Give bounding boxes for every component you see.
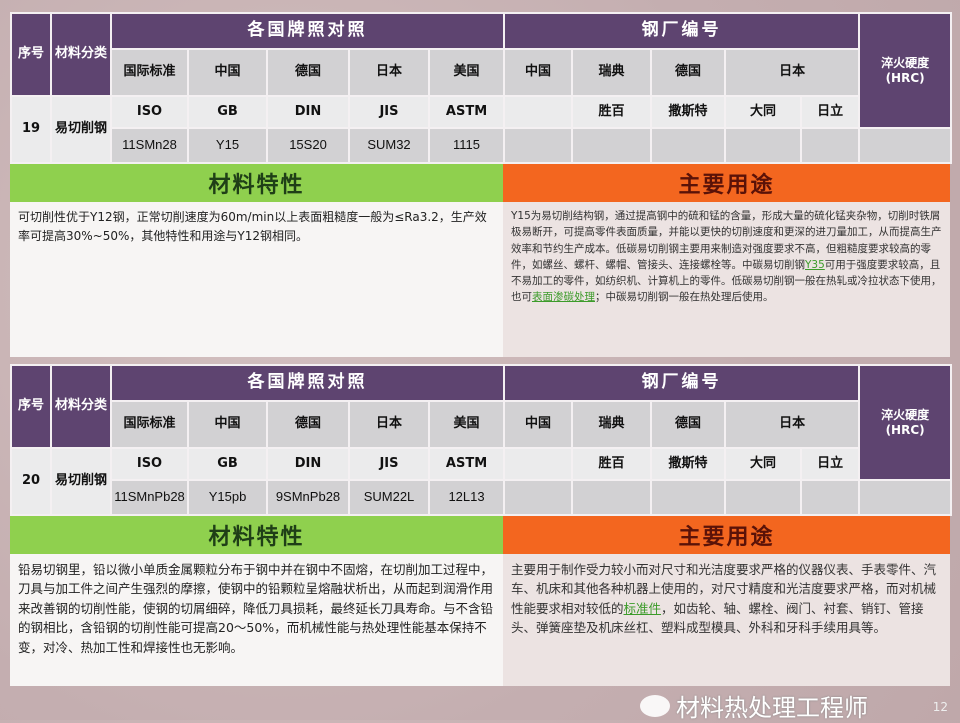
mill-cell: 胜百 <box>571 95 653 129</box>
standard-cell: DIN <box>266 447 350 481</box>
standard-cell: ISO <box>110 95 189 129</box>
empty-cell <box>724 127 803 164</box>
grade-cell: Y15pb <box>187 479 268 516</box>
grade-cell: 15S20 <box>266 127 350 164</box>
link[interactable]: Y35 <box>805 258 825 271</box>
category-cell: 易切削钢 <box>50 95 112 164</box>
empty-cell <box>800 479 861 516</box>
country-header: 美国 <box>427 48 506 97</box>
properties-text: 铅易切钢里，铅以微小单质金属颗粒分布于钢中并在钢中不固熔，在切削加工过程中，刀具… <box>10 554 503 686</box>
watermark-text: 材料热处理工程师 <box>676 694 868 722</box>
country-header: 国际标准 <box>110 48 189 97</box>
mill-cell: 胜百 <box>571 447 653 481</box>
uses-text-part: 主要用于制作受力较小而对尺寸和光洁度要求严格的仪器仪表、手表零件、汽车、机床和其… <box>511 562 937 616</box>
country-header: 中国 <box>187 48 268 97</box>
country-header: 德国 <box>266 400 350 449</box>
empty-cell <box>503 479 574 516</box>
mill-country-header: 日本 <box>724 400 861 449</box>
seq-header: 序号 <box>10 12 52 97</box>
empty-cell <box>571 127 653 164</box>
grade-table: 序号 材料分类 各国牌照对照 钢厂编号 淬火硬度 (HRC) 国际标准 中国 德… <box>10 364 953 516</box>
uses-text: Y15为易切削结构钢，通过提高钢中的硫和锰的含量，形成大量的硫化锰夹杂物，切削时… <box>503 202 950 357</box>
mill-cell: 撒斯特 <box>650 95 727 129</box>
uses-text-part: Y15为易切削结构钢，通过提高钢中的硫和锰的含量，形成大量的硫化锰夹杂物，切削时… <box>511 210 942 271</box>
grade-cell: SUM32 <box>348 127 430 164</box>
mill-cell <box>503 95 574 129</box>
wechat-icon <box>640 694 670 717</box>
standard-cell: JIS <box>348 447 430 481</box>
mill-country-header: 瑞典 <box>571 48 653 97</box>
country-header: 美国 <box>427 400 506 449</box>
standard-cell: GB <box>187 447 268 481</box>
grade-cell: 12L13 <box>427 479 506 516</box>
hardness-cell <box>858 127 953 164</box>
country-header: 日本 <box>348 400 430 449</box>
mill-cell: 撒斯特 <box>650 447 727 481</box>
mill-country-header: 德国 <box>650 400 727 449</box>
uses-bar: 主要用途 <box>503 164 950 202</box>
mill-codes-header: 钢厂编号 <box>503 12 861 50</box>
country-header: 德国 <box>266 48 350 97</box>
category-cell: 易切削钢 <box>50 447 112 516</box>
page-number: 12 <box>932 700 948 714</box>
standard-cell: DIN <box>266 95 350 129</box>
hardness-header: 淬火硬度 (HRC) <box>858 12 953 129</box>
hardness-header: 淬火硬度 (HRC) <box>858 364 953 481</box>
mill-cell: 大同 <box>724 447 803 481</box>
properties-bar: 材料特性 <box>10 516 503 554</box>
empty-cell <box>800 127 861 164</box>
mill-country-header: 中国 <box>503 400 574 449</box>
mill-country-header: 日本 <box>724 48 861 97</box>
standard-cell: GB <box>187 95 268 129</box>
uses-text-part: ；中碳易切削钢一般在热处理后使用。 <box>595 291 774 304</box>
grade-cell: Y15 <box>187 127 268 164</box>
empty-cell <box>571 479 653 516</box>
steel-entry: 序号 材料分类 各国牌照对照 钢厂编号 淬火硬度 (HRC) 国际标准 中国 德… <box>10 364 953 686</box>
grade-cell: 9SMnPb28 <box>266 479 350 516</box>
hardness-cell <box>858 479 953 516</box>
category-header: 材料分类 <box>50 364 112 449</box>
empty-cell <box>724 479 803 516</box>
link[interactable]: 标准件 <box>623 600 662 616</box>
seq-cell: 19 <box>10 95 52 164</box>
standard-cell: ASTM <box>427 95 506 129</box>
watermark: 材料热处理工程师 <box>640 688 868 723</box>
mill-cell: 日立 <box>800 447 861 481</box>
standard-cell: ISO <box>110 447 189 481</box>
mill-cell <box>503 447 574 481</box>
uses-text-part: 可用于强度要求较高，且不易加工的零件，如纺织机、计算机上的零件。低碳易切削钢一般… <box>511 258 942 304</box>
brand-compare-header: 各国牌照对照 <box>109 364 506 402</box>
uses-text-part: ，如齿轮、轴、螺栓、阀门、衬套、销钉、管接头、弹簧座垫及机床丝杠、塑料成型模具、… <box>511 600 924 636</box>
uses-bar: 主要用途 <box>503 516 950 554</box>
mill-cell: 大同 <box>724 95 803 129</box>
empty-cell <box>650 479 727 516</box>
mill-country-header: 中国 <box>503 48 574 97</box>
link[interactable]: 表面渗碳处理 <box>532 291 595 304</box>
mill-country-header: 瑞典 <box>571 400 653 449</box>
uses-text: 主要用于制作受力较小而对尺寸和光洁度要求严格的仪器仪表、手表零件、汽车、机床和其… <box>503 554 950 686</box>
seq-header: 序号 <box>10 364 52 449</box>
brand-compare-header: 各国牌照对照 <box>109 12 506 50</box>
country-header: 中国 <box>187 400 268 449</box>
grade-table: 序号 材料分类 各国牌照对照 钢厂编号 淬火硬度 (HRC) 国际标准 中国 德… <box>10 12 953 164</box>
country-header: 国际标准 <box>110 400 189 449</box>
country-header: 日本 <box>348 48 430 97</box>
seq-cell: 20 <box>10 447 52 516</box>
grade-cell: 11SMn28 <box>110 127 189 164</box>
mill-codes-header: 钢厂编号 <box>503 364 861 402</box>
steel-entry: 序号 材料分类 各国牌照对照 钢厂编号 淬火硬度 (HRC) 国际标准 中国 德… <box>10 12 953 357</box>
empty-cell <box>503 127 574 164</box>
grade-cell: SUM22L <box>348 479 430 516</box>
properties-bar: 材料特性 <box>10 164 503 202</box>
properties-text: 可切削性优于Y12钢，正常切削速度为60m/min以上表面粗糙度一般为≤Ra3.… <box>10 202 503 357</box>
category-header: 材料分类 <box>50 12 112 97</box>
mill-cell: 日立 <box>800 95 861 129</box>
standard-cell: ASTM <box>427 447 506 481</box>
mill-country-header: 德国 <box>650 48 727 97</box>
standard-cell: JIS <box>348 95 430 129</box>
empty-cell <box>650 127 727 164</box>
grade-cell: 1115 <box>427 127 506 164</box>
grade-cell: 11SMnPb28 <box>110 479 189 516</box>
